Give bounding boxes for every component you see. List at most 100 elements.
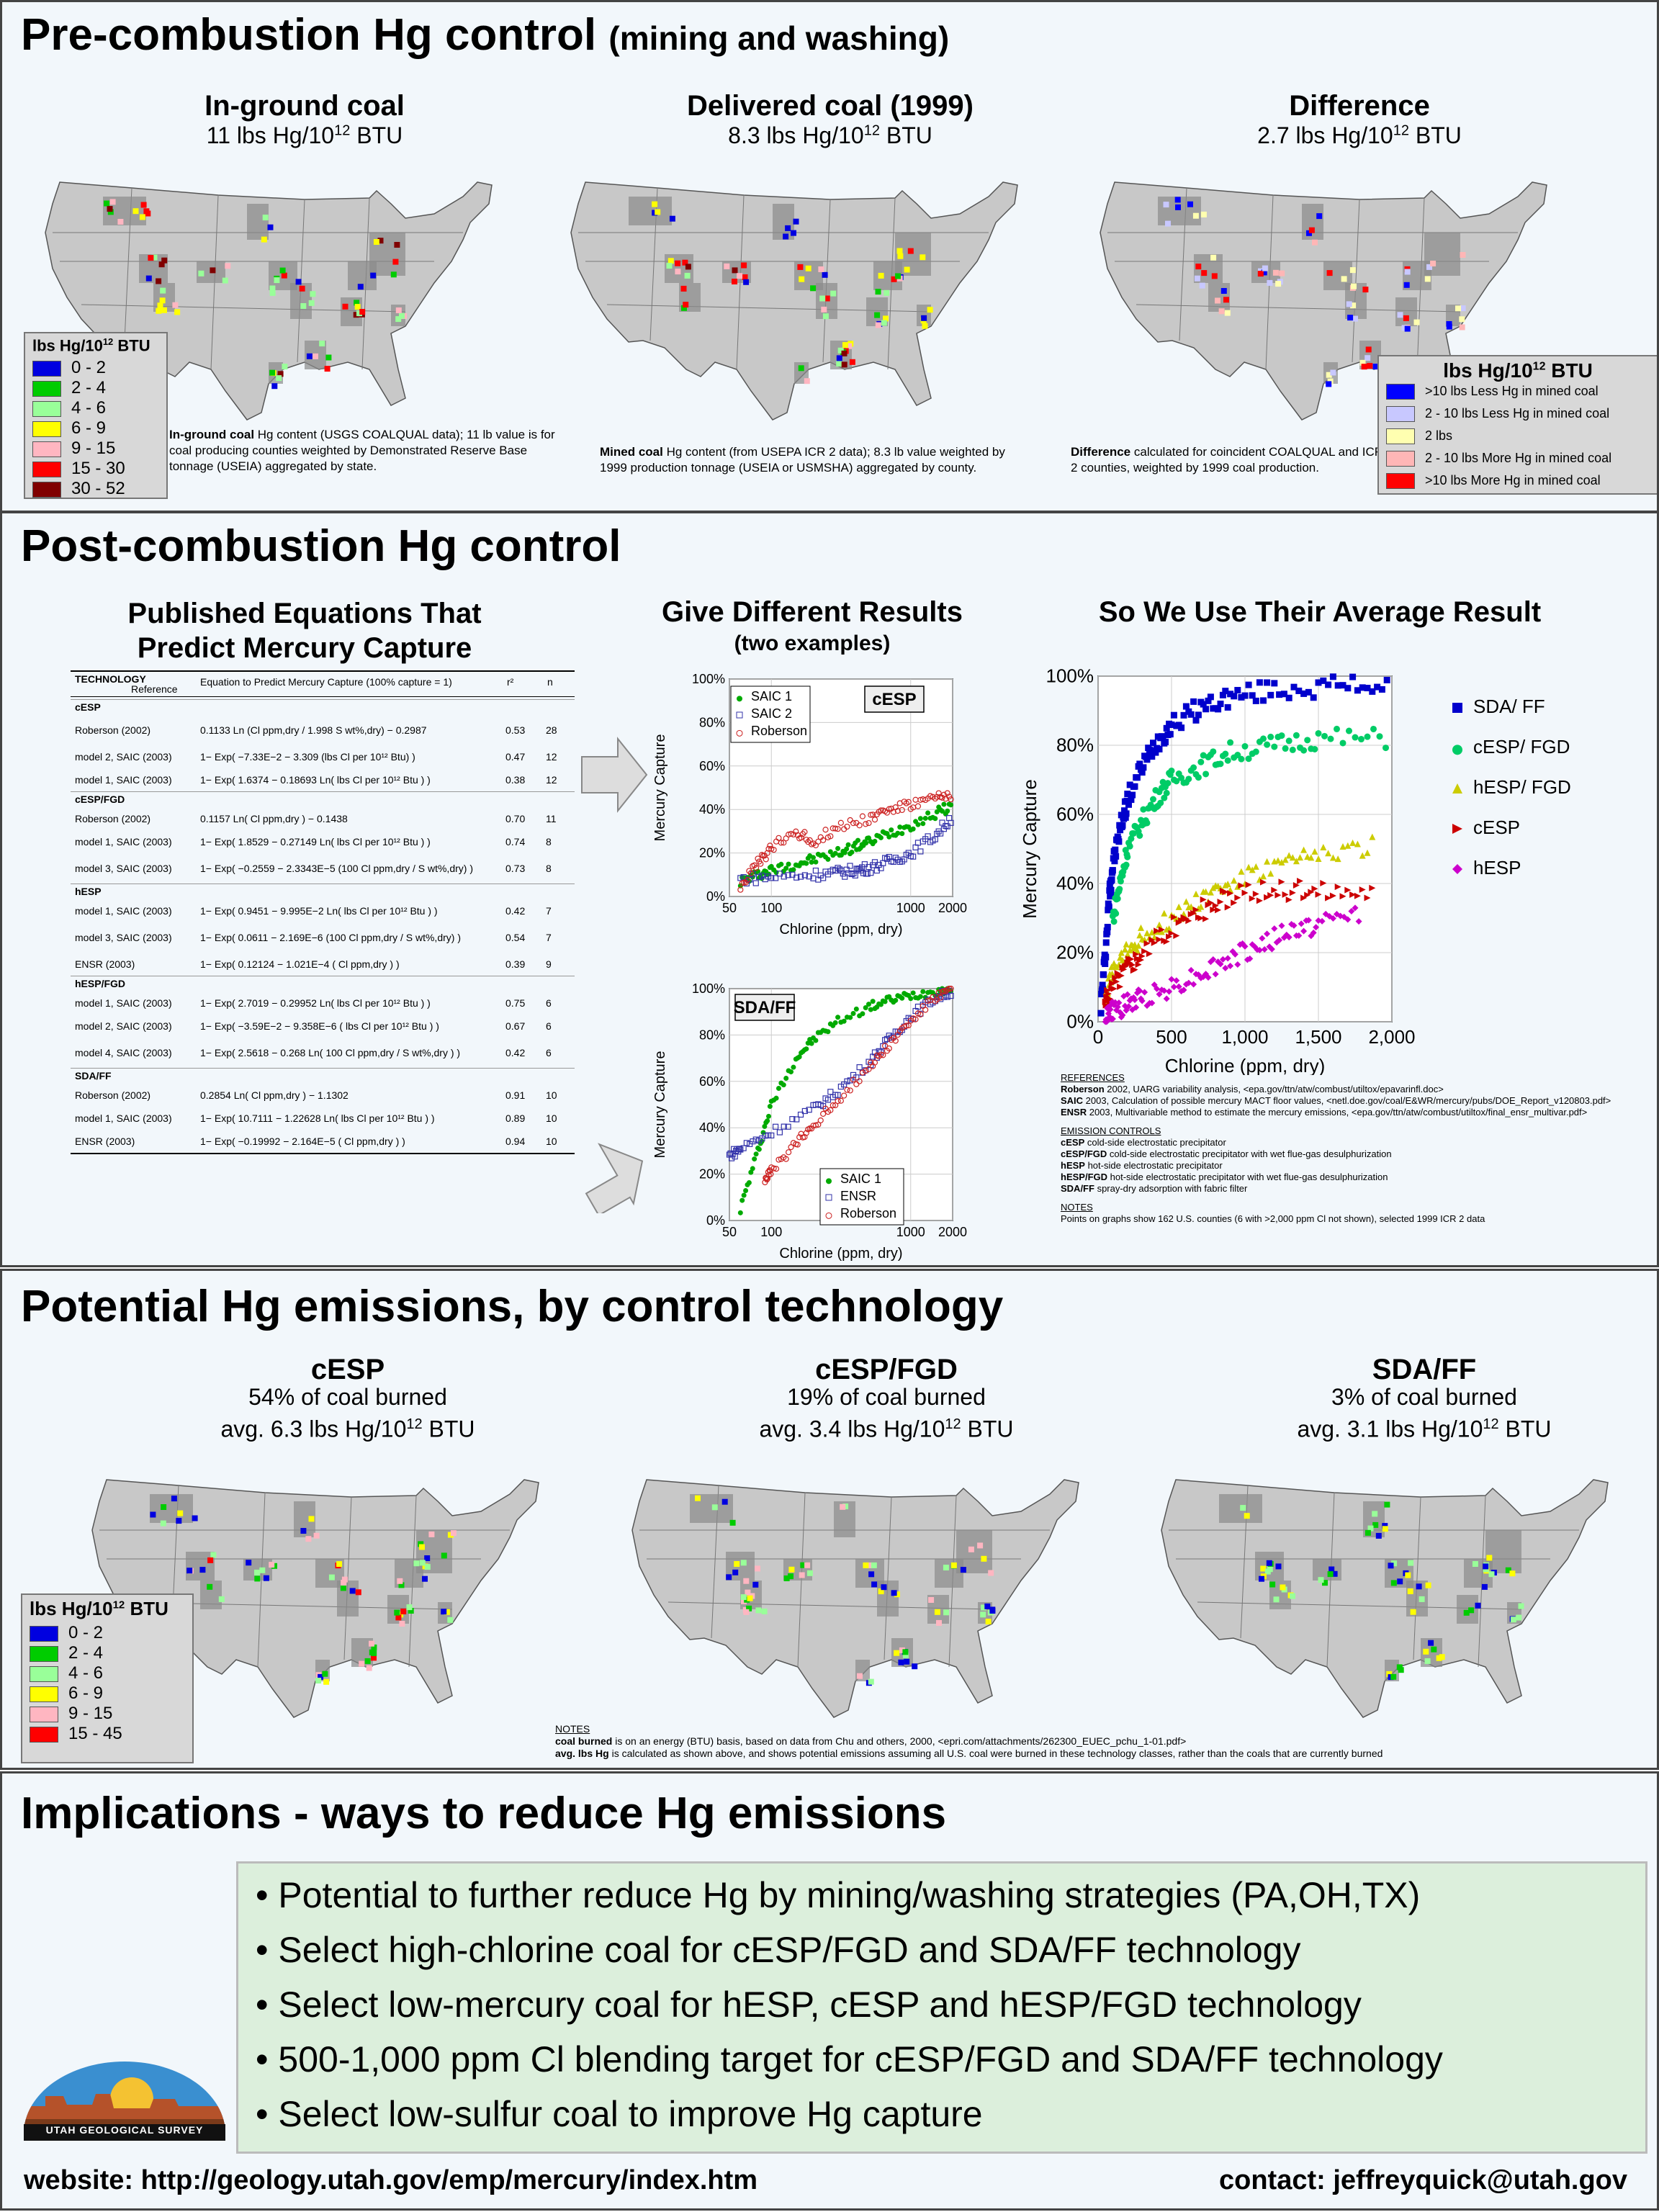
county-marker xyxy=(875,289,881,295)
legend-item: >10 lbs More Hg in mined coal xyxy=(1386,473,1650,495)
county-marker xyxy=(1218,308,1225,315)
county-marker xyxy=(726,1574,732,1581)
county-marker xyxy=(308,300,315,306)
data-point xyxy=(1197,758,1205,765)
county-marker xyxy=(1341,276,1347,282)
data-point xyxy=(1156,745,1163,752)
data-point xyxy=(1300,690,1308,697)
data-point xyxy=(1178,988,1185,995)
county-marker xyxy=(210,267,216,274)
data-point xyxy=(1163,789,1170,796)
county-marker xyxy=(841,350,848,356)
county-marker xyxy=(1275,1563,1282,1570)
col-header-technology: TECHNOLOGY xyxy=(75,673,146,685)
data-point xyxy=(1369,688,1376,695)
data-point xyxy=(941,801,947,807)
data-point xyxy=(1227,890,1234,897)
county-marker xyxy=(1269,1581,1276,1588)
coal-basin xyxy=(1395,297,1417,326)
data-point xyxy=(934,996,940,1003)
county-marker xyxy=(359,309,366,315)
table-cell-n: 9 xyxy=(546,958,552,970)
data-point xyxy=(837,1097,844,1104)
x-axis-label: Chlorine (ppm, dry) xyxy=(1165,1055,1326,1075)
data-point xyxy=(768,1171,774,1177)
county-marker xyxy=(392,258,399,265)
legend-item: 9 - 15 xyxy=(30,1704,185,1724)
data-point xyxy=(1300,894,1308,902)
coal-basin xyxy=(877,1581,899,1617)
data-point xyxy=(1121,1002,1128,1010)
county-marker xyxy=(669,215,675,222)
data-point xyxy=(859,813,866,819)
data-point xyxy=(1147,747,1154,754)
data-point xyxy=(1354,687,1361,694)
data-point xyxy=(1267,891,1274,899)
legend-label: 6 - 9 xyxy=(68,1683,104,1703)
data-point xyxy=(793,828,799,835)
data-point xyxy=(1148,929,1156,936)
data-point xyxy=(1358,736,1364,743)
data-point xyxy=(1289,854,1296,861)
legend-label: 15 - 45 xyxy=(68,1724,122,1743)
contact-email[interactable]: contact: jeffreyquick@utah.gov xyxy=(1219,2165,1628,2195)
data-point xyxy=(939,794,945,801)
data-point xyxy=(844,1078,850,1084)
data-point xyxy=(849,849,855,855)
data-point xyxy=(1104,924,1111,931)
data-point xyxy=(781,1082,786,1088)
data-point xyxy=(917,816,923,822)
data-point xyxy=(878,835,884,840)
data-point xyxy=(844,823,850,830)
county-marker xyxy=(761,1608,768,1614)
data-point xyxy=(1136,987,1143,994)
data-point xyxy=(1173,932,1180,939)
data-point xyxy=(1245,681,1252,688)
data-point xyxy=(1133,1004,1140,1011)
county-marker xyxy=(1386,1671,1393,1677)
county-marker xyxy=(1275,281,1282,287)
data-point xyxy=(882,999,888,1004)
legend-swatch xyxy=(30,1726,58,1743)
county-marker xyxy=(364,1658,371,1664)
x-tick-label: 2000 xyxy=(938,901,967,915)
x-tick-label: 0 xyxy=(1093,1026,1103,1048)
table-cell-r2: 0.75 xyxy=(505,997,526,1009)
county-marker xyxy=(1312,239,1318,246)
data-point xyxy=(1260,878,1267,886)
county-marker xyxy=(161,257,168,264)
data-point xyxy=(1344,916,1352,923)
data-point xyxy=(820,1110,827,1117)
data-point xyxy=(1241,943,1249,950)
legend-swatch xyxy=(32,421,61,437)
county-marker xyxy=(390,271,397,278)
data-point xyxy=(737,883,743,889)
county-marker xyxy=(1367,1525,1374,1532)
coal-basin xyxy=(629,197,672,225)
data-point xyxy=(1161,909,1168,917)
data-point xyxy=(835,826,841,832)
legend-label: Roberson xyxy=(751,724,807,738)
data-point xyxy=(755,873,763,881)
table-cell-r2: 0.47 xyxy=(505,751,526,763)
legend-label: 2 - 10 lbs Less Hg in mined coal xyxy=(1425,406,1610,421)
data-point xyxy=(1130,994,1137,1001)
data-point xyxy=(1100,971,1107,979)
website-link[interactable]: website: http://geology.utah.gov/emp/mer… xyxy=(24,2165,758,2195)
county-marker xyxy=(1362,287,1369,293)
data-point xyxy=(1298,920,1305,927)
county-marker xyxy=(210,1552,217,1558)
data-point xyxy=(1378,685,1385,693)
legend-swatch xyxy=(1386,406,1415,423)
data-point xyxy=(1282,745,1289,752)
county-marker xyxy=(878,1588,884,1595)
data-point xyxy=(797,873,804,880)
county-marker xyxy=(1372,364,1379,370)
data-point xyxy=(1217,899,1224,906)
table-cell-n: 7 xyxy=(546,905,552,917)
data-point xyxy=(1124,791,1131,798)
item-bold: cESP xyxy=(1061,1137,1085,1148)
data-point xyxy=(1148,999,1156,1007)
data-point xyxy=(1252,697,1259,704)
county-marker xyxy=(928,1597,935,1603)
